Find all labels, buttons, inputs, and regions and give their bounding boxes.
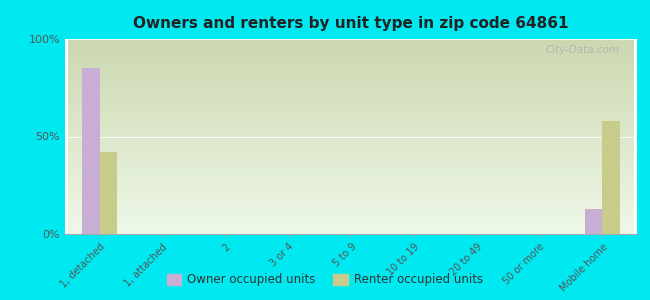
Bar [99, 152, 117, 234]
Legend: Owner occupied units, Renter occupied units: Owner occupied units, Renter occupied un… [162, 269, 488, 291]
Bar [603, 121, 620, 234]
Bar [585, 209, 603, 234]
Title: Owners and renters by unit type in zip code 64861: Owners and renters by unit type in zip c… [133, 16, 569, 31]
Text: City-Data.com: City-Data.com [546, 45, 620, 55]
Bar [82, 68, 99, 234]
